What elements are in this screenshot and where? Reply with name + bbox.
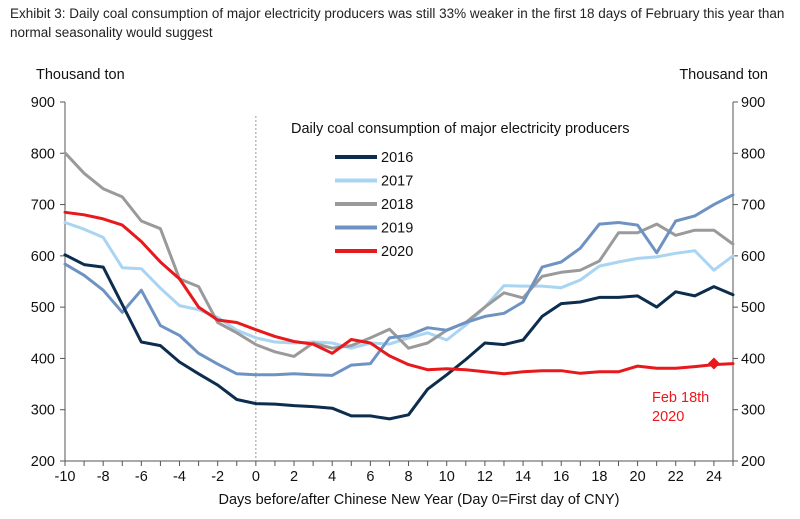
- y-tick-label-left: 400: [31, 351, 55, 367]
- exhibit-title: Exhibit 3: Daily coal consumption of maj…: [10, 6, 785, 40]
- legend-label-2020: 2020: [381, 244, 413, 260]
- x-tick-label: -8: [97, 469, 110, 485]
- x-tick-label: -6: [135, 469, 148, 485]
- y-tick-label-right: 800: [741, 146, 765, 162]
- x-tick-label: 2: [290, 469, 298, 485]
- x-tick-label: -2: [211, 469, 224, 485]
- x-tick-label: 6: [366, 469, 374, 485]
- x-tick-label: -10: [55, 469, 76, 485]
- x-tick-label: 24: [706, 469, 722, 485]
- left-axis-unit: Thousand ton: [36, 67, 125, 83]
- x-tick-label: 10: [439, 469, 455, 485]
- legend-label-2016: 2016: [381, 150, 413, 166]
- series-line-2016: [63, 253, 735, 421]
- x-tick-label: 0: [252, 469, 260, 485]
- y-tick-label-left: 500: [31, 300, 55, 316]
- y-tick-label-left: 900: [31, 95, 55, 111]
- y-tick-label-right: 500: [741, 300, 765, 316]
- series-lines-layer: [63, 151, 735, 421]
- series-line-2017: [63, 221, 735, 350]
- x-tick-label: 20: [630, 469, 646, 485]
- y-tick-label-left: 300: [31, 403, 55, 419]
- legend: Daily coal consumption of major electric…: [291, 121, 629, 260]
- annotation-line1: Feb 18th: [652, 390, 709, 406]
- y-tick-label-right: 600: [741, 249, 765, 265]
- legend-title: Daily coal consumption of major electric…: [291, 121, 629, 137]
- annotation-layer: Feb 18th 2020: [652, 357, 720, 425]
- x-tick-label: 18: [591, 469, 607, 485]
- series-line-2019: [63, 193, 735, 377]
- x-tick-label: 12: [477, 469, 493, 485]
- y-tick-label-right: 200: [741, 454, 765, 470]
- series-line-2020: [63, 210, 735, 376]
- legend-label-2018: 2018: [381, 197, 413, 213]
- x-tick-label: 22: [668, 469, 684, 485]
- y-tick-label-left: 200: [31, 454, 55, 470]
- y-tick-label-right: 300: [741, 403, 765, 419]
- x-tick-label: 8: [405, 469, 413, 485]
- y-tick-label-left: 700: [31, 198, 55, 214]
- x-tick-label: 14: [515, 469, 531, 485]
- y-tick-label-right: 900: [741, 95, 765, 111]
- y-tick-label-left: 800: [31, 146, 55, 162]
- x-tick-label: 4: [328, 469, 336, 485]
- right-axis-unit: Thousand ton: [679, 67, 768, 83]
- legend-label-2017: 2017: [381, 174, 413, 190]
- x-tick-label: 16: [553, 469, 569, 485]
- y-tick-label-left: 600: [31, 249, 55, 265]
- x-axis-label: Days before/after Chinese New Year (Day …: [219, 492, 620, 508]
- feb18-marker: [707, 357, 720, 370]
- x-tick-label: -4: [173, 469, 186, 485]
- legend-label-2019: 2019: [381, 221, 413, 237]
- series-line-2018: [63, 151, 735, 358]
- y-tick-label-right: 700: [741, 198, 765, 214]
- annotation-line2: 2020: [652, 409, 684, 425]
- y-tick-label-right: 400: [741, 351, 765, 367]
